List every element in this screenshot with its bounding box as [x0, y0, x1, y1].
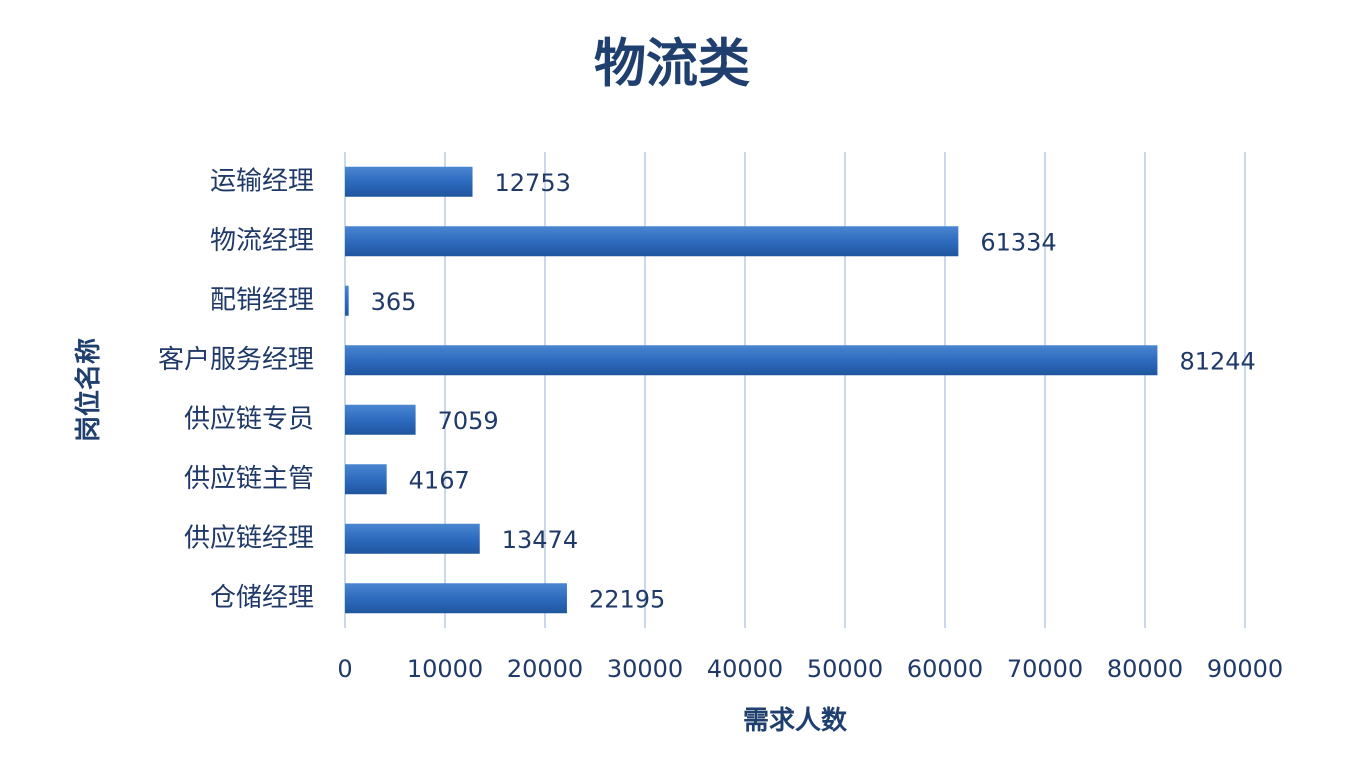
x-tick-label: 20000 — [507, 655, 583, 683]
value-label: 61334 — [980, 228, 1056, 256]
value-label: 4167 — [409, 466, 470, 494]
y-tick-label: 物流经理 — [210, 226, 314, 256]
y-tick-label: 客户服务经理 — [158, 345, 314, 375]
bar — [345, 583, 567, 614]
bar — [345, 285, 349, 316]
x-tick-label: 10000 — [407, 655, 483, 683]
y-tick-label: 供应链专员 — [184, 404, 314, 434]
x-tick-label: 30000 — [607, 655, 683, 683]
y-tick-label: 供应链主管 — [184, 464, 314, 494]
value-label: 12753 — [495, 169, 571, 197]
y-tick-label: 供应链经理 — [184, 523, 314, 553]
y-tick-label: 运输经理 — [210, 166, 314, 196]
chart-title: 物流类 — [594, 34, 750, 95]
x-tick-label: 60000 — [907, 655, 983, 683]
value-label: 365 — [371, 288, 417, 316]
bar — [345, 345, 1158, 376]
value-label: 81244 — [1179, 347, 1255, 375]
x-axis-title: 需求人数 — [743, 706, 848, 736]
y-axis-title: 岗位名称 — [73, 338, 104, 442]
bar — [345, 464, 387, 495]
value-label: 7059 — [438, 407, 499, 435]
y-tick-label: 仓储经理 — [210, 583, 314, 613]
x-tick-label: 0 — [337, 655, 352, 683]
x-tick-label: 50000 — [807, 655, 883, 683]
value-label: 22195 — [589, 585, 665, 613]
y-tick-label: 配销经理 — [210, 285, 314, 315]
bar — [345, 523, 480, 554]
x-tick-label: 70000 — [1007, 655, 1083, 683]
x-tick-label: 80000 — [1107, 655, 1183, 683]
bar — [345, 226, 959, 257]
bar — [345, 404, 416, 435]
x-tick-label: 90000 — [1207, 655, 1283, 683]
bar — [345, 166, 473, 197]
x-tick-label: 40000 — [707, 655, 783, 683]
value-label: 13474 — [502, 526, 578, 554]
